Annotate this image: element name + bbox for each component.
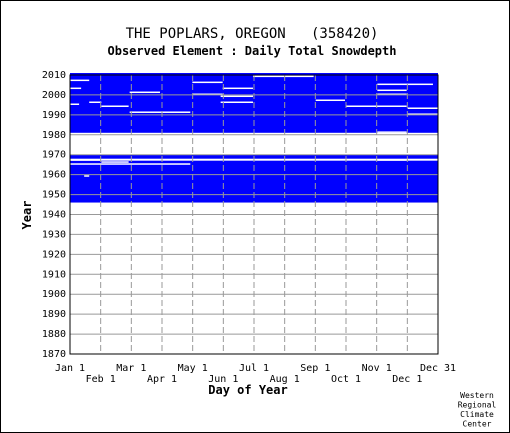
missing-segment — [252, 75, 314, 78]
missing-segment — [101, 161, 129, 163]
missing-segment — [101, 105, 129, 107]
x-tick-label-top: May 1 — [178, 363, 208, 374]
missing-segment — [70, 163, 191, 165]
missing-segment — [192, 93, 223, 96]
x-tick-label-top: Jan 1 — [55, 363, 85, 374]
y-tick-label: 1930 — [42, 229, 66, 240]
x-tick-label-bottom: Feb 1 — [86, 374, 116, 385]
x-tick-label-top: Nov 1 — [362, 363, 392, 374]
y-tick-label: 1990 — [42, 110, 66, 121]
x-tick-label-bottom: Apr 1 — [147, 374, 177, 385]
credit-line: Climate — [460, 410, 494, 419]
x-axis-label: Day of Year — [208, 383, 287, 397]
y-tick-label: 1900 — [42, 289, 66, 300]
y-tick-label: 1920 — [42, 249, 66, 260]
y-axis-label: Year — [20, 201, 34, 230]
missing-segment — [220, 95, 253, 98]
missing-segment — [377, 83, 433, 86]
missing-segment — [377, 159, 407, 161]
x-tick-label-top: Mar 1 — [116, 363, 146, 374]
missing-segment — [377, 131, 407, 133]
y-tick-label: 1910 — [42, 269, 66, 280]
missing-segment — [377, 89, 407, 92]
chart-subtitle: Observed Element : Daily Total Snowdepth — [108, 44, 397, 58]
y-tick-label: 1880 — [42, 329, 66, 340]
y-tick-label: 2010 — [42, 70, 66, 81]
x-tick-label-bottom: Jun 1 — [208, 374, 238, 385]
missing-segment — [70, 87, 82, 90]
grid-layer — [70, 74, 438, 355]
missing-segment — [222, 87, 253, 90]
missing-segment — [129, 91, 160, 94]
missing-segment — [377, 93, 407, 96]
y-tick-label: 1960 — [42, 170, 66, 181]
plot-area-border — [69, 74, 439, 355]
missing-segment — [70, 103, 80, 105]
x-tick-label-bottom: Dec 1 — [392, 374, 422, 385]
y-tick-label: 2000 — [42, 90, 66, 101]
credit-line: Regional — [458, 401, 497, 410]
x-tick-label-top: Sep 1 — [300, 363, 330, 374]
x-tick-label-top: Jul 1 — [239, 363, 269, 374]
missing-segment — [70, 79, 90, 82]
missing-segment — [407, 113, 438, 115]
x-tick-label-bottom: Aug 1 — [270, 374, 300, 385]
missing-segment — [407, 107, 438, 109]
credit-line: Center — [463, 420, 492, 429]
missing-segment — [70, 159, 102, 161]
x-tick-label-bottom: Oct 1 — [331, 374, 361, 385]
y-tick-label: 1890 — [42, 309, 66, 320]
y-tick-label: 1940 — [42, 210, 66, 221]
y-tick-label: 1950 — [42, 190, 66, 201]
credit-line: Western — [460, 391, 494, 400]
chart-title: THE POPLARS, OREGON (358420) — [126, 26, 379, 42]
missing-segment — [315, 99, 345, 102]
missing-segment — [129, 111, 191, 113]
y-tick-label: 1980 — [42, 130, 66, 141]
missing-segment — [220, 101, 253, 104]
y-tick-label: 1870 — [42, 349, 66, 360]
x-tick-label-top: Dec 31 — [420, 363, 456, 374]
y-tick-labels: 1870 1880 1890 1900 1910 1920 1930 1940 1950 1960… — [42, 70, 66, 360]
missing-segment — [84, 175, 90, 177]
y-tick-label: 1970 — [42, 150, 66, 161]
missing-segment — [89, 101, 102, 104]
missing-segment — [192, 81, 223, 84]
